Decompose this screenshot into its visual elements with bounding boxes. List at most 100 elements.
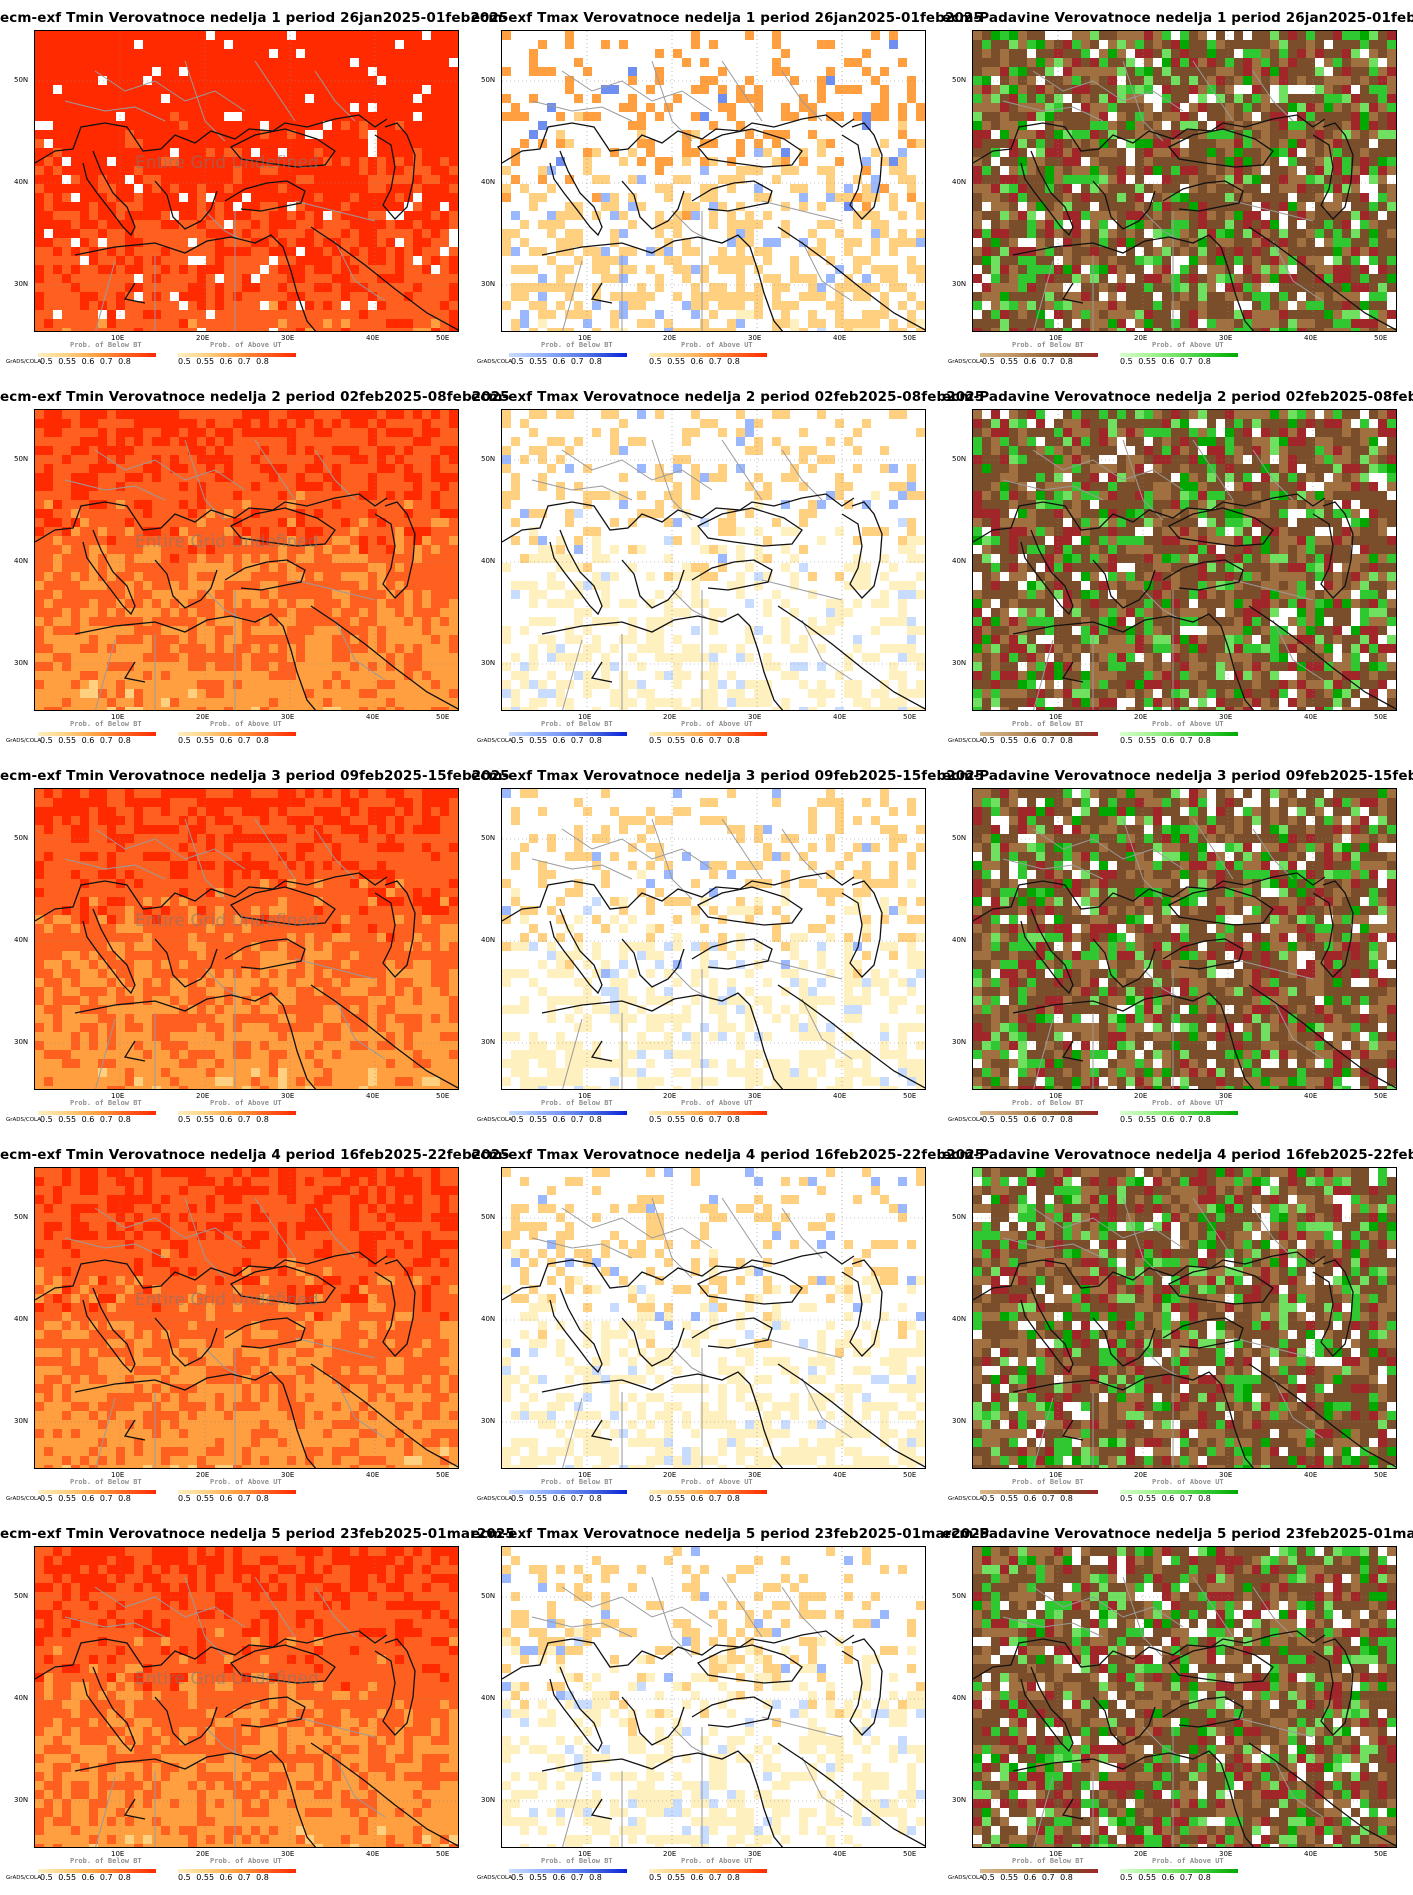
- probability-cell: [350, 563, 359, 572]
- probability-cell: [35, 581, 44, 590]
- probability-cell: [1198, 175, 1207, 184]
- probability-cell: [1108, 40, 1117, 49]
- probability-cell: [269, 563, 278, 572]
- probability-cell: [1198, 40, 1207, 49]
- probability-cell: [1225, 265, 1234, 274]
- probability-cell: [368, 157, 377, 166]
- probability-cell: [314, 464, 323, 473]
- probability-cell: [350, 572, 359, 581]
- probability-cell: [853, 328, 862, 331]
- probability-cell: [1054, 40, 1063, 49]
- probability-cell: [44, 274, 53, 283]
- probability-cell: [449, 76, 458, 85]
- probability-cell: [1135, 40, 1144, 49]
- probability-cell: [1333, 220, 1342, 229]
- probability-cell: [314, 527, 323, 536]
- probability-cell: [458, 554, 459, 563]
- coastline: [973, 114, 1326, 164]
- probability-cell: [745, 310, 754, 319]
- probability-cell: [799, 184, 808, 193]
- probability-cell: [386, 491, 395, 500]
- probability-cell: [1000, 319, 1009, 328]
- probability-cell: [1000, 94, 1009, 103]
- probability-cell: [907, 175, 916, 184]
- probability-cell: [1378, 76, 1387, 85]
- probability-cell: [35, 49, 44, 58]
- probability-cell: [359, 590, 368, 599]
- probability-cell: [1378, 184, 1387, 193]
- probability-cell: [1270, 49, 1279, 58]
- probability-cell: [880, 229, 889, 238]
- probability-cell: [269, 238, 278, 247]
- probability-cell: [350, 319, 359, 328]
- probability-cell: [197, 94, 206, 103]
- probability-cell: [251, 419, 260, 428]
- probability-cell: [152, 256, 161, 265]
- probability-cell: [206, 626, 215, 635]
- probability-cell: [395, 274, 404, 283]
- probability-cell: [35, 319, 44, 328]
- probability-cell: [206, 166, 215, 175]
- probability-cell: [431, 229, 440, 238]
- probability-cell: [80, 31, 89, 40]
- probability-cell: [71, 509, 80, 518]
- probability-cell: [1171, 283, 1180, 292]
- probability-cell: [224, 301, 233, 310]
- probability-cell: [502, 229, 511, 238]
- probability-cell: [529, 193, 538, 202]
- probability-cell: [1288, 31, 1297, 40]
- probability-cell: [982, 265, 991, 274]
- probability-cell: [1234, 67, 1243, 76]
- probability-cell: [341, 238, 350, 247]
- probability-cell: [610, 310, 619, 319]
- probability-cell: [287, 319, 296, 328]
- probability-cell: [98, 446, 107, 455]
- probability-cell: [772, 301, 781, 310]
- probability-cell: [170, 572, 179, 581]
- probability-cell: [62, 238, 71, 247]
- probability-cell: [862, 112, 871, 121]
- probability-cell: [89, 536, 98, 545]
- probability-cell: [161, 455, 170, 464]
- probability-cell: [242, 319, 251, 328]
- probability-cell: [215, 545, 224, 554]
- probability-cell: [179, 238, 188, 247]
- probability-cell: [80, 94, 89, 103]
- probability-cell: [422, 130, 431, 139]
- probability-cell: [1099, 220, 1108, 229]
- probability-cell: [44, 491, 53, 500]
- probability-cell: [161, 464, 170, 473]
- probability-cell: [1396, 274, 1397, 283]
- probability-cell: [1135, 67, 1144, 76]
- probability-cell: [71, 94, 80, 103]
- probability-cell: [844, 238, 853, 247]
- probability-cell: [1234, 202, 1243, 211]
- probability-cell: [350, 175, 359, 184]
- probability-cell: [1000, 40, 1009, 49]
- probability-cell: [323, 446, 332, 455]
- probability-cell: [323, 410, 332, 419]
- probability-cell: [431, 518, 440, 527]
- probability-cell: [413, 238, 422, 247]
- probability-cell: [682, 193, 691, 202]
- probability-cell: [242, 274, 251, 283]
- probability-cell: [134, 428, 143, 437]
- probability-cell: [377, 67, 386, 76]
- probability-cell: [538, 220, 547, 229]
- probability-cell: [709, 193, 718, 202]
- probability-cell: [1099, 328, 1108, 331]
- probability-cell: [125, 31, 134, 40]
- probability-cell: [422, 617, 431, 626]
- probability-cell: [718, 265, 727, 274]
- probability-cell: [251, 446, 260, 455]
- probability-cell: [251, 40, 260, 49]
- probability-cell: [1000, 31, 1009, 40]
- probability-cell: [1000, 184, 1009, 193]
- probability-cell: [224, 175, 233, 184]
- probability-cell: [35, 626, 44, 635]
- probability-cell: [107, 319, 116, 328]
- probability-cell: [35, 283, 44, 292]
- probability-cell: [1243, 292, 1252, 301]
- probability-cell: [431, 428, 440, 437]
- probability-cell: [1351, 157, 1360, 166]
